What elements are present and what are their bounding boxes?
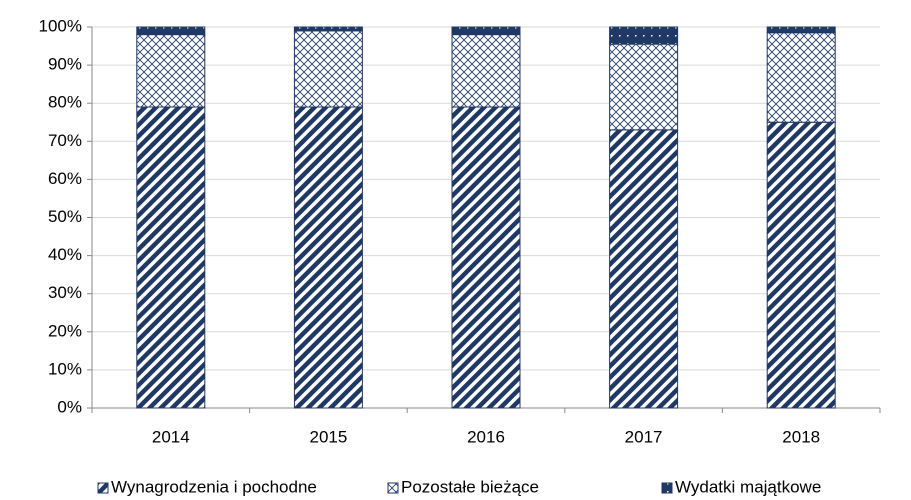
bar-segment xyxy=(609,43,679,131)
bar-segment xyxy=(451,34,521,108)
x-tick-label: 2015 xyxy=(309,427,347,446)
legend-swatch xyxy=(97,482,109,494)
bar-segment xyxy=(766,32,836,123)
y-tick-label: 40% xyxy=(48,245,82,264)
legend-label: Pozostałe bieżące xyxy=(401,477,539,496)
bar-segment xyxy=(609,129,679,409)
legend-label: Wynagrodzenia i pochodne xyxy=(111,477,317,496)
y-tick-label: 90% xyxy=(48,55,82,74)
legend-swatch xyxy=(387,482,399,494)
x-tick-label: 2018 xyxy=(782,427,820,446)
y-tick-label: 80% xyxy=(48,93,82,112)
y-tick-label: 70% xyxy=(48,131,82,150)
bar-segment xyxy=(451,106,521,409)
legend-swatch xyxy=(661,482,673,494)
y-tick-label: 0% xyxy=(57,397,82,416)
bar-segment xyxy=(293,30,363,108)
x-tick-label: 2014 xyxy=(152,427,190,446)
bar-segment xyxy=(293,106,363,409)
bar-segment xyxy=(451,26,521,36)
x-tick-label: 2016 xyxy=(467,427,505,446)
y-tick-label: 100% xyxy=(39,16,82,35)
bar-segment xyxy=(766,121,836,409)
legend-label: Wydatki majątkowe xyxy=(675,477,821,496)
bar-segment xyxy=(136,34,206,108)
bar-segment xyxy=(136,106,206,409)
bar-segment xyxy=(293,26,363,32)
y-tick-label: 10% xyxy=(48,359,82,378)
y-tick-label: 60% xyxy=(48,169,82,188)
y-tick-label: 30% xyxy=(48,283,82,302)
bar-segment xyxy=(136,26,206,36)
y-tick-label: 20% xyxy=(48,321,82,340)
bar-segment xyxy=(609,26,679,45)
bar-segment xyxy=(766,26,836,34)
x-tick-label: 2017 xyxy=(625,427,663,446)
y-tick-label: 50% xyxy=(48,207,82,226)
